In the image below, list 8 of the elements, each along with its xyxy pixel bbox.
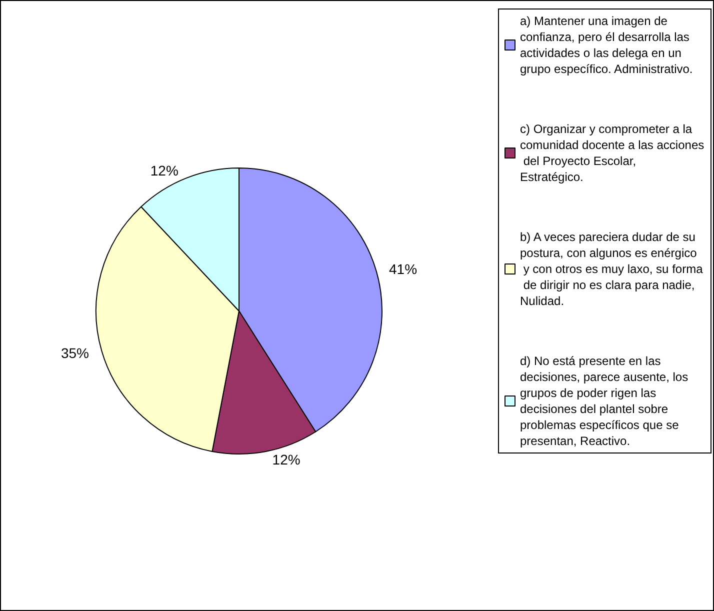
data-label: 12% [150,162,178,179]
legend-label: c) Organizar y comprometer a la comunidad docente a las acciones del Proyecto Escolar, Estratégico. [520,122,704,184]
legend-label: a) Mantener una imagen de confianza, pero él desarrolla las actividades o las delega en un grupo específico. Administrativo. [520,14,693,76]
legend-label: b) A veces pareciera dudar de su postura, con algunos es enérgico y con otros es muy laxo, su forma de dirigir no es clara para nadie, Nulidad. [520,230,704,308]
legend-label: d) No está presente en las decisiones, parece ausente, los grupos de poder rigen las decisiones del plantel sobre problemas específicos que se presentan, Reactivo. [520,354,692,448]
data-label: 12% [272,451,300,468]
data-label: 41% [389,260,418,277]
data-label: 35% [60,345,89,362]
